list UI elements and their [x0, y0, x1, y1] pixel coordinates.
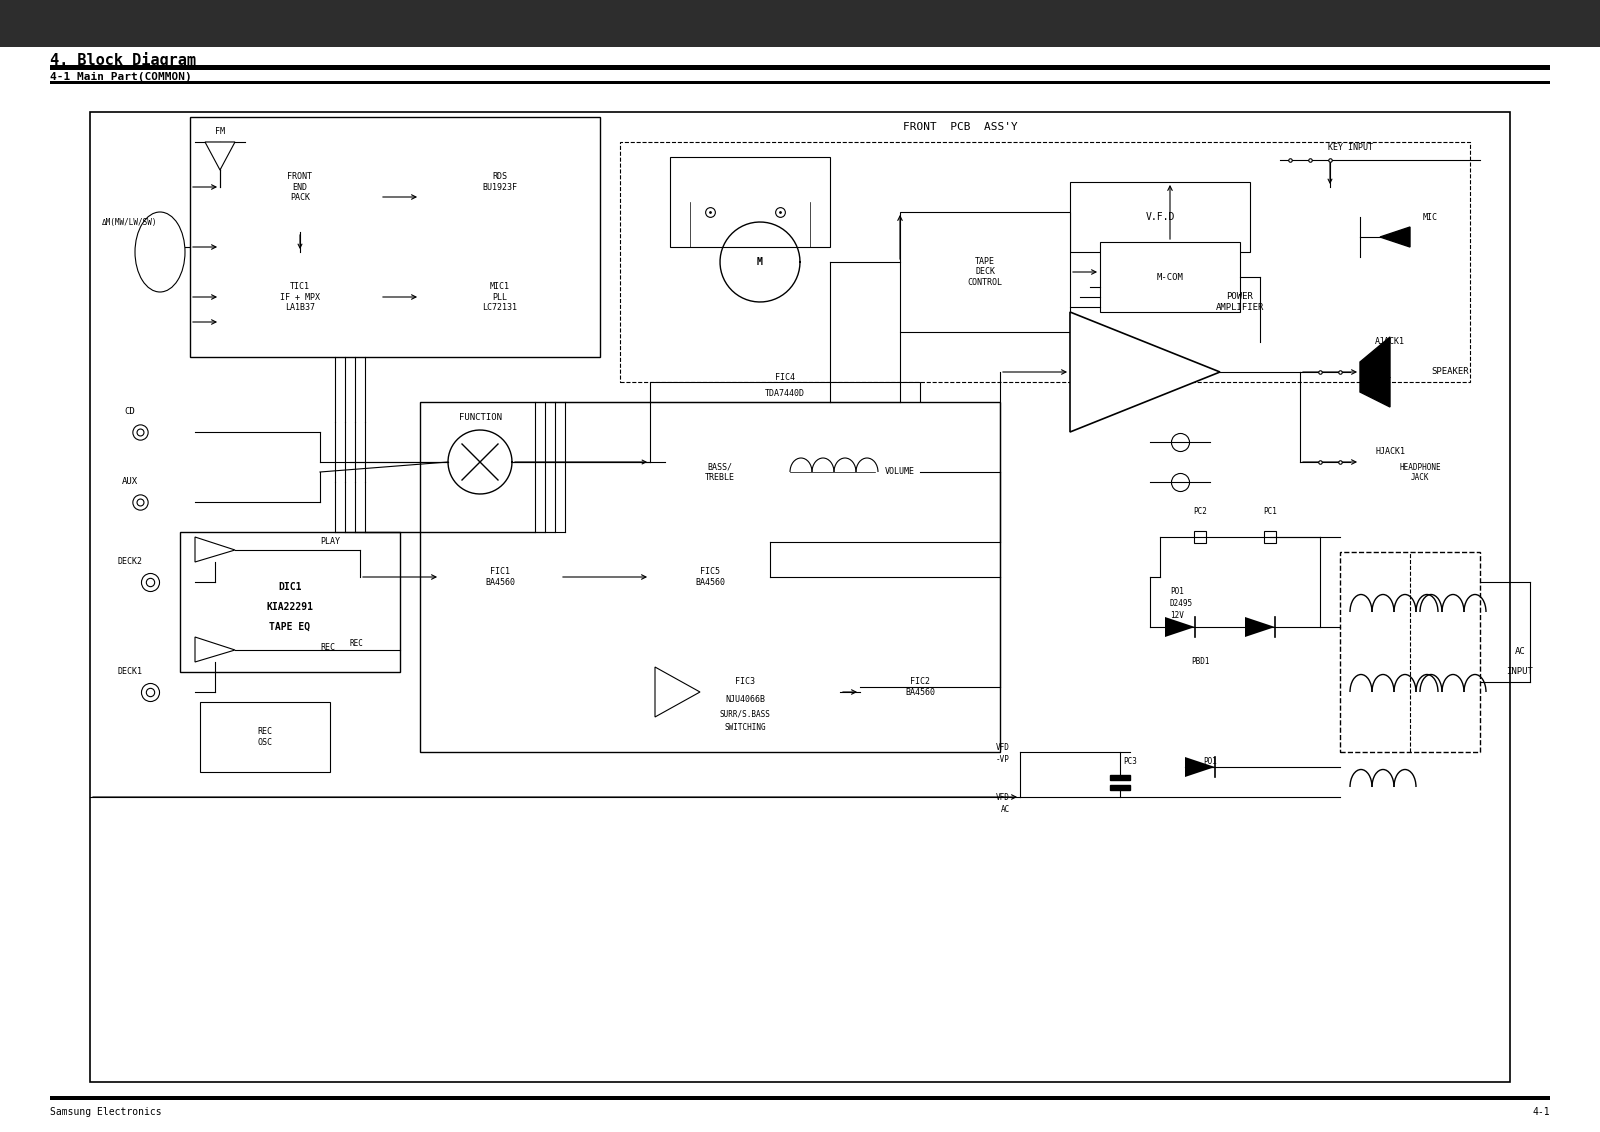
Bar	[670, 157, 830, 247]
Polygon shape	[1245, 617, 1275, 637]
Bar	[1110, 784, 1130, 790]
Text: PC1: PC1	[1262, 507, 1277, 516]
Text: FRONT  PCB  ASS'Y: FRONT PCB ASS'Y	[902, 122, 1018, 132]
Text: DECK1: DECK1	[117, 668, 142, 677]
Bar	[50, 65, 1550, 70]
Text: MIC: MIC	[1422, 213, 1437, 222]
Text: REC: REC	[350, 640, 363, 649]
Bar	[419, 252, 579, 342]
Text: PBD1: PBD1	[1190, 658, 1210, 667]
Text: D2495: D2495	[1170, 600, 1194, 609]
Bar	[861, 642, 979, 732]
Text: FM: FM	[214, 128, 226, 137]
Text: FIC3: FIC3	[734, 677, 755, 686]
Text: M-COM: M-COM	[1157, 273, 1184, 282]
Bar	[621, 142, 1470, 381]
Polygon shape	[195, 537, 235, 561]
Text: TDA7440D: TDA7440D	[765, 389, 805, 398]
Text: VFD: VFD	[997, 792, 1010, 801]
Bar	[200, 702, 330, 772]
Text: VOLUME: VOLUME	[885, 468, 915, 477]
Text: HEADPHONE: HEADPHONE	[1398, 463, 1442, 472]
Bar	[179, 532, 400, 672]
Text: MIC1
PLL
LC72131: MIC1 PLL LC72131	[483, 282, 517, 312]
Bar	[650, 381, 920, 522]
Polygon shape	[1379, 228, 1410, 247]
Text: TAPE
DECK
CONTROL: TAPE DECK CONTROL	[968, 257, 1003, 286]
Text: VFD: VFD	[997, 743, 1010, 752]
Text: -VP: -VP	[997, 755, 1010, 764]
Text: PC2: PC2	[1194, 507, 1206, 516]
Text: ΔM(MW/LW/SW): ΔM(MW/LW/SW)	[102, 217, 158, 226]
Bar	[899, 212, 1070, 332]
Text: KIA22291: KIA22291	[267, 602, 314, 612]
Bar	[1341, 552, 1480, 752]
Bar	[221, 252, 381, 342]
Bar	[90, 112, 1510, 1082]
Text: FIC4: FIC4	[774, 372, 795, 381]
Text: PC3: PC3	[1123, 757, 1138, 766]
Bar	[440, 542, 560, 612]
Text: 4. Block Diagram: 4. Block Diagram	[50, 52, 195, 68]
Text: REC: REC	[320, 643, 334, 652]
Text: PO1: PO1	[1203, 757, 1218, 766]
Bar	[0, 0, 1600, 48]
Text: KEY INPUT: KEY INPUT	[1328, 143, 1373, 152]
Text: 12V: 12V	[1170, 611, 1184, 620]
Bar	[1110, 775, 1130, 780]
Ellipse shape	[134, 212, 186, 292]
Text: REC
OSC: REC OSC	[258, 727, 272, 747]
Text: DECK2: DECK2	[117, 557, 142, 566]
Text: AJACK1: AJACK1	[1374, 337, 1405, 346]
Text: FIC5
BA4560: FIC5 BA4560	[694, 567, 725, 586]
Text: 4-1: 4-1	[1533, 1107, 1550, 1117]
Text: SURR/S.BASS: SURR/S.BASS	[720, 710, 771, 719]
Text: CD: CD	[125, 408, 136, 417]
Bar	[50, 82, 1550, 84]
Text: HJACK1: HJACK1	[1374, 447, 1405, 456]
Text: PO1: PO1	[1170, 588, 1184, 597]
Bar	[1070, 182, 1250, 252]
Polygon shape	[195, 637, 235, 662]
Text: BASS/
TREBLE: BASS/ TREBLE	[706, 462, 734, 482]
Text: NJU4066B: NJU4066B	[725, 695, 765, 703]
Text: SWITCHING: SWITCHING	[725, 722, 766, 731]
Text: AC: AC	[1000, 806, 1010, 815]
Text: V.F.D: V.F.D	[1146, 212, 1174, 222]
Text: Samsung Electronics: Samsung Electronics	[50, 1107, 162, 1117]
Text: TIC1
IF + MPX
LA1B37: TIC1 IF + MPX LA1B37	[280, 282, 320, 312]
Polygon shape	[1070, 312, 1221, 432]
Bar	[419, 142, 579, 222]
Polygon shape	[654, 667, 701, 717]
Text: INPUT: INPUT	[1507, 668, 1533, 677]
Text: RDS
BU1923F: RDS BU1923F	[483, 172, 517, 191]
Polygon shape	[1186, 757, 1214, 777]
Bar	[1101, 242, 1240, 312]
Bar	[190, 117, 600, 357]
Text: FRONT
END
PACK: FRONT END PACK	[288, 172, 312, 201]
Text: 4-1 Main Part(COMMON): 4-1 Main Part(COMMON)	[50, 72, 192, 82]
Bar	[666, 437, 774, 507]
Polygon shape	[1360, 337, 1390, 408]
Bar	[221, 142, 381, 232]
Text: JACK: JACK	[1411, 472, 1429, 481]
Text: POWER
AMPLIFIER: POWER AMPLIFIER	[1216, 292, 1264, 311]
Text: FIC2
BA4560: FIC2 BA4560	[906, 677, 934, 696]
Text: PLAY: PLAY	[320, 538, 339, 547]
Text: DIC1: DIC1	[278, 582, 302, 592]
Text: FIC1
BA4560: FIC1 BA4560	[485, 567, 515, 586]
Text: M: M	[757, 257, 763, 267]
Bar	[419, 402, 1000, 752]
Bar	[50, 1096, 1550, 1100]
Text: TAPE EQ: TAPE EQ	[269, 621, 310, 632]
Text: AUX: AUX	[122, 478, 138, 487]
Text: AC: AC	[1515, 648, 1525, 657]
Bar	[650, 642, 840, 732]
Text: SPEAKER: SPEAKER	[1430, 368, 1469, 377]
Text: FUNCTION: FUNCTION	[459, 412, 501, 421]
Bar	[650, 542, 770, 612]
Polygon shape	[1165, 617, 1195, 637]
Polygon shape	[205, 142, 235, 170]
